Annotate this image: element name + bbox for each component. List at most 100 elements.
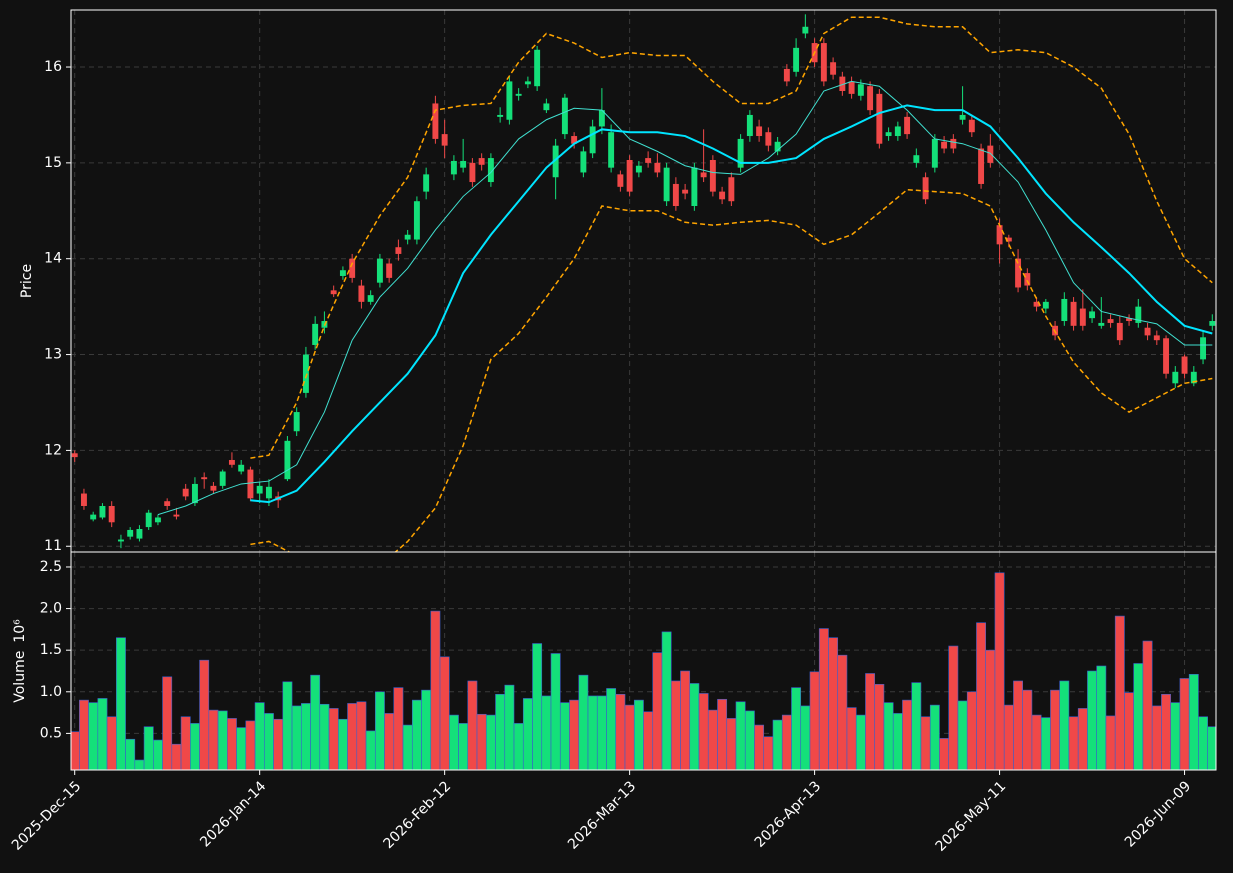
candle-body bbox=[617, 174, 624, 187]
volume-bar bbox=[587, 695, 598, 770]
candle-body bbox=[802, 26, 809, 34]
volume-bar bbox=[217, 710, 228, 770]
candle-body bbox=[238, 464, 245, 472]
volume-bar bbox=[171, 743, 182, 770]
volume-bar bbox=[88, 702, 99, 770]
candle-body bbox=[367, 295, 374, 302]
candle-body bbox=[108, 505, 115, 523]
volume-bar bbox=[485, 714, 496, 770]
candle-body bbox=[793, 47, 800, 72]
volume-bar bbox=[430, 610, 441, 770]
candle-body bbox=[534, 49, 541, 87]
candle-body bbox=[709, 159, 716, 192]
volume-bar bbox=[569, 699, 580, 770]
y-tick-label: 2.0 bbox=[40, 601, 62, 617]
volume-bar bbox=[717, 698, 728, 770]
volume-bar bbox=[837, 654, 848, 770]
volume-bar bbox=[374, 691, 385, 770]
candle-body bbox=[774, 141, 781, 152]
volume-bar bbox=[1059, 680, 1070, 770]
candle-body bbox=[487, 158, 494, 183]
volume-bar bbox=[902, 699, 913, 770]
candle-body bbox=[358, 285, 365, 302]
candle-body bbox=[376, 258, 383, 283]
candle-body bbox=[127, 529, 134, 537]
candle-body bbox=[1135, 306, 1142, 323]
candle-body bbox=[959, 114, 966, 120]
volume-bar bbox=[97, 698, 108, 770]
volume-bar bbox=[892, 713, 903, 770]
volume-bars bbox=[71, 572, 1216, 770]
candle-body bbox=[700, 172, 707, 178]
volume-bar bbox=[199, 659, 210, 770]
candle-body bbox=[1209, 321, 1216, 326]
volume-bar bbox=[985, 649, 996, 770]
volume-bar bbox=[1040, 717, 1051, 770]
y-tick-label: 15 bbox=[44, 155, 62, 171]
volume-bar bbox=[680, 670, 691, 770]
candle-body bbox=[1126, 318, 1133, 322]
candle-body bbox=[1116, 322, 1123, 341]
volume-bar bbox=[153, 739, 163, 770]
candle-body bbox=[931, 138, 938, 168]
plot-frame bbox=[70, 551, 1217, 771]
volume-bar bbox=[1013, 680, 1024, 770]
overlay-line bbox=[250, 188, 1213, 552]
volume-bar bbox=[125, 738, 136, 770]
candle-body bbox=[395, 247, 402, 254]
volume-bar bbox=[633, 699, 644, 770]
candle-body bbox=[349, 258, 356, 278]
candle-body bbox=[1024, 273, 1031, 286]
overlay-line bbox=[250, 104, 1213, 504]
volume-bar bbox=[393, 687, 404, 770]
y-tick-label: 13 bbox=[44, 347, 62, 363]
volume-bar bbox=[411, 699, 422, 770]
candle-body bbox=[302, 354, 309, 393]
volume-bar bbox=[134, 759, 145, 770]
volume-bar bbox=[79, 699, 89, 770]
volume-bar bbox=[1022, 689, 1033, 770]
volume-bar bbox=[227, 718, 237, 770]
candle-body bbox=[1042, 301, 1049, 309]
volume-bar bbox=[652, 652, 663, 770]
volume-bar bbox=[1161, 693, 1171, 770]
candle-body bbox=[598, 110, 605, 127]
y-tick-label: 14 bbox=[44, 251, 62, 267]
candle-body bbox=[1015, 258, 1022, 288]
volume-bar bbox=[1031, 714, 1042, 770]
volume-bar bbox=[282, 681, 293, 770]
candle-body bbox=[265, 486, 272, 499]
candle-body bbox=[413, 201, 420, 240]
volume-bar bbox=[559, 702, 570, 770]
candle-body bbox=[312, 323, 319, 345]
candle-body bbox=[450, 160, 457, 175]
candle-body bbox=[1033, 301, 1040, 307]
candle-body bbox=[90, 514, 97, 520]
candle-body bbox=[99, 505, 106, 518]
volume-bar bbox=[513, 723, 524, 770]
volume-bar bbox=[162, 676, 173, 770]
volume-bar bbox=[855, 714, 866, 770]
candle-body bbox=[867, 86, 874, 111]
volume-bar bbox=[467, 680, 478, 770]
candle-body bbox=[950, 138, 957, 149]
volume-bar bbox=[254, 702, 265, 770]
candle-body bbox=[330, 290, 337, 295]
candle-body bbox=[154, 517, 161, 523]
candle-body bbox=[746, 114, 753, 137]
volume-bar bbox=[578, 674, 589, 770]
volume-bar bbox=[707, 709, 718, 770]
candle-body bbox=[247, 469, 254, 499]
candle-body bbox=[635, 165, 642, 173]
volume-bar bbox=[689, 683, 700, 770]
volume-bar bbox=[948, 645, 959, 770]
volume-axis-label: Volume 10⁶ bbox=[12, 619, 28, 703]
candle-body bbox=[1061, 298, 1068, 322]
volume-bar bbox=[263, 713, 274, 770]
candle-body bbox=[441, 134, 448, 146]
candle-body bbox=[506, 81, 513, 120]
candle-body bbox=[432, 103, 439, 139]
candle-body bbox=[996, 225, 1003, 245]
volume-bar bbox=[439, 656, 450, 770]
volume-bar bbox=[310, 674, 321, 770]
